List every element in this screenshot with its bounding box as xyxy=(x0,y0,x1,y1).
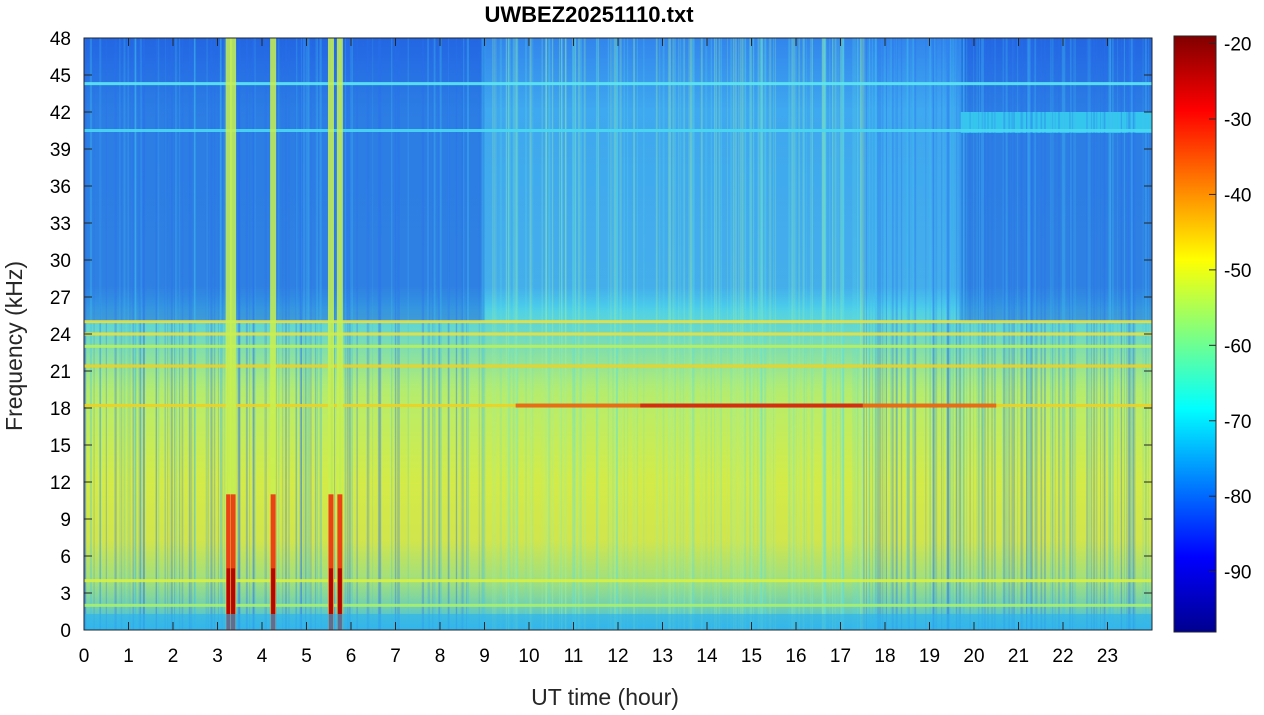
x-tick-label: 19 xyxy=(919,646,940,667)
y-tick-label: 21 xyxy=(50,362,71,383)
broadband-burst-peak xyxy=(226,568,231,630)
y-tick-label: 42 xyxy=(50,103,71,124)
colorbar-tick-label: -20 xyxy=(1224,35,1251,56)
chart-title: UWBEZ20251110.txt xyxy=(484,2,694,27)
band-40-42khz-late xyxy=(960,112,1152,133)
colorbar-tick-label: -70 xyxy=(1224,412,1251,433)
transmitter-line xyxy=(84,82,1152,86)
y-tick-label: 30 xyxy=(50,251,71,272)
x-axis-label: UT time (hour) xyxy=(531,684,679,710)
transmitter-line xyxy=(84,603,1152,607)
x-tick-label: 20 xyxy=(963,646,984,667)
broadband-burst xyxy=(327,38,334,630)
y-tick-label: 6 xyxy=(60,547,71,568)
spectrogram-features xyxy=(84,38,1152,630)
colorbar-ticks: -90 -80 -70 -60 -50 -40 -30 -20 xyxy=(1209,35,1251,584)
x-tick-label: 15 xyxy=(741,646,762,667)
y-tick-label: 3 xyxy=(60,584,71,605)
x-tick-label: 8 xyxy=(435,646,446,667)
y-axis-label: Frequency (kHz) xyxy=(1,261,27,431)
x-tick-label: 12 xyxy=(607,646,628,667)
colorbar-tick-label: -40 xyxy=(1224,185,1251,206)
spectrogram-plot: 0 1 2 3 4 5 6 7 8 9 10 11 12 13 14 15 16 17 18 19 20 21 22 23 0… xyxy=(50,29,1153,667)
x-tick-label: 5 xyxy=(301,646,312,667)
x-tick-label: 22 xyxy=(1052,646,1073,667)
broadband-burst xyxy=(336,38,343,630)
y-tick-label: 33 xyxy=(50,214,71,235)
y-tick-label: 27 xyxy=(50,288,71,309)
x-tick-label: 7 xyxy=(390,646,401,667)
x-tick-label: 9 xyxy=(479,646,490,667)
x-tick-label: 16 xyxy=(785,646,806,667)
y-tick-label: 48 xyxy=(50,29,71,50)
night-high-freq-region xyxy=(960,38,1152,322)
broadband-burst xyxy=(230,38,237,630)
y-tick-label: 12 xyxy=(50,473,71,494)
broadband-burst-peak xyxy=(231,568,236,630)
colorbar-tick-label: -80 xyxy=(1224,487,1251,508)
x-tick-label: 2 xyxy=(168,646,179,667)
x-tick-label: 4 xyxy=(257,646,268,667)
night-high-freq-region xyxy=(84,38,485,322)
y-tick-label: 24 xyxy=(50,325,72,346)
y-tick-label: 15 xyxy=(50,436,71,457)
x-tick-label: 3 xyxy=(212,646,223,667)
x-tick-label: 0 xyxy=(79,646,90,667)
broadband-burst-core xyxy=(230,494,236,630)
colorbar-tick-label: -90 xyxy=(1224,563,1251,584)
broadband-burst-core xyxy=(328,494,334,630)
y-tick-label: 0 xyxy=(60,621,71,642)
transmitter-line xyxy=(84,344,1152,348)
y-tick-label: 39 xyxy=(50,140,71,161)
transmitter-line xyxy=(84,320,1152,324)
x-tick-label: 11 xyxy=(564,646,584,667)
x-axis: 0 1 2 3 4 5 6 7 8 9 10 11 12 13 14 15 16 17 18 19 20 21 22 23 xyxy=(79,38,1118,667)
broadband-burst-peak xyxy=(328,568,333,630)
x-tick-label: 10 xyxy=(518,646,539,667)
y-tick-label: 9 xyxy=(60,510,71,531)
x-tick-label: 13 xyxy=(652,646,673,667)
broadband-burst-peak xyxy=(271,568,276,630)
broadband-burst xyxy=(225,38,232,630)
colorbar-scale xyxy=(1173,35,1217,633)
transmitter-line xyxy=(84,129,1152,132)
broadband-burst-core xyxy=(226,494,232,630)
transmitter-line xyxy=(84,364,1152,368)
x-tick-label: 18 xyxy=(874,646,895,667)
broadband-burst-peak xyxy=(337,568,342,630)
x-tick-label: 14 xyxy=(696,646,718,667)
x-tick-label: 21 xyxy=(1008,646,1029,667)
colorbar-tick-label: -30 xyxy=(1224,110,1251,131)
y-tick-label: 45 xyxy=(50,66,71,87)
colorbar-tick-label: -50 xyxy=(1224,261,1251,282)
transmitter-line xyxy=(84,332,1152,336)
colorbar: -90 -80 -70 -60 -50 -40 -30 -20 xyxy=(1173,35,1251,633)
broadband-burst-core xyxy=(270,494,276,630)
y-tick-label: 36 xyxy=(50,177,71,198)
x-tick-label: 23 xyxy=(1097,646,1118,667)
transmitter-line-peak xyxy=(640,403,863,408)
x-tick-label: 1 xyxy=(123,646,134,667)
x-tick-label: 17 xyxy=(830,646,851,667)
colorbar-tick-label: -60 xyxy=(1224,336,1251,357)
broadband-burst xyxy=(270,38,277,630)
y-tick-label: 18 xyxy=(50,399,71,420)
transmitter-line xyxy=(84,579,1152,583)
broadband-burst-core xyxy=(337,494,343,630)
x-tick-label: 6 xyxy=(346,646,357,667)
